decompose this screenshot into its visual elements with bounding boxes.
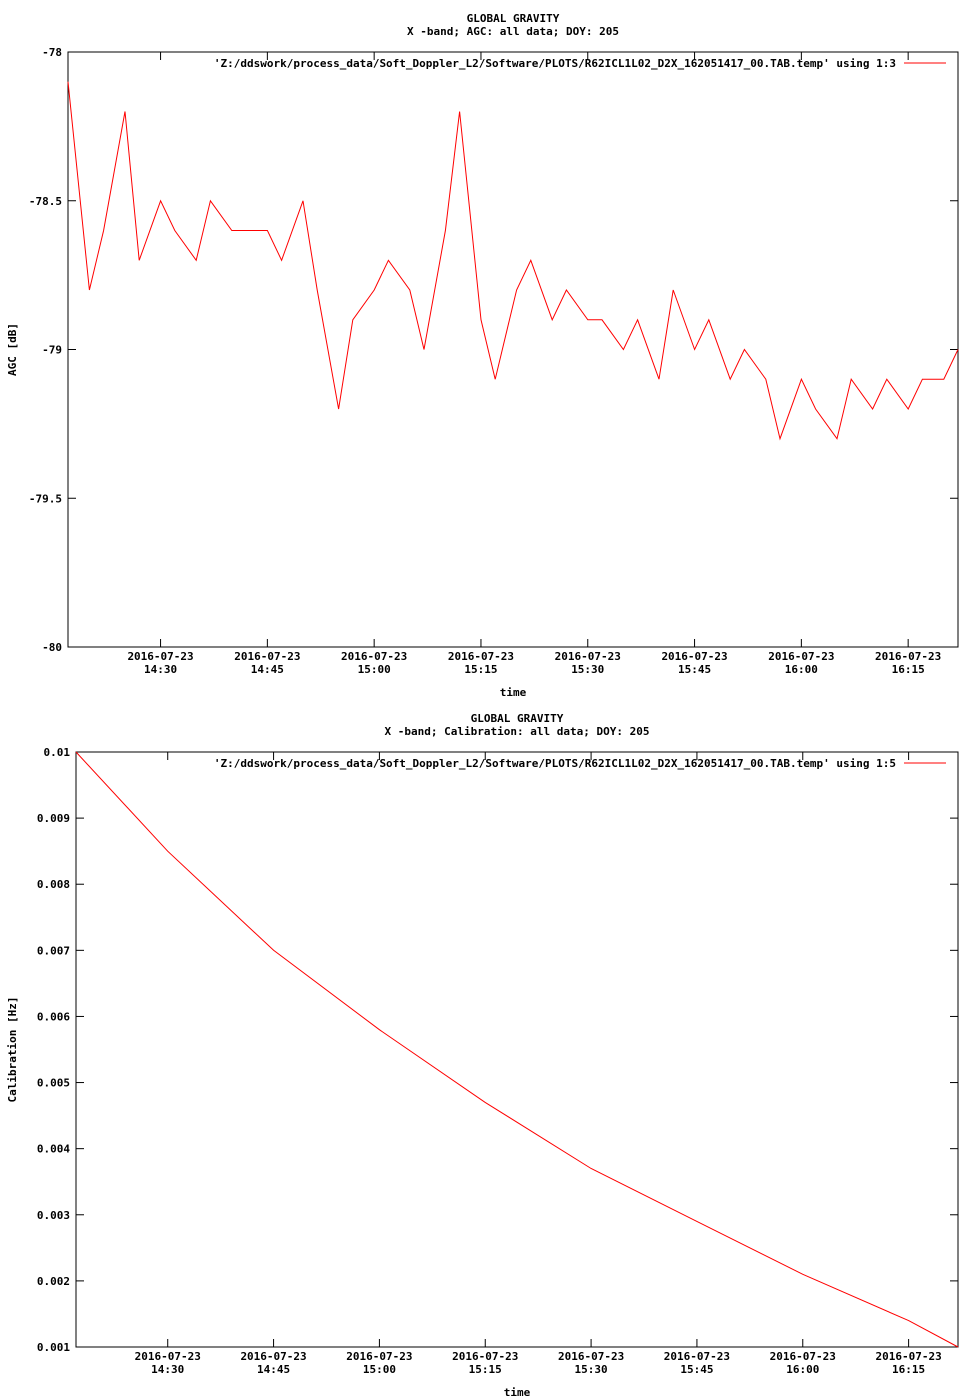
- x-tick-time: 15:00: [358, 663, 391, 676]
- x-tick-date: 2016-07-23: [875, 650, 941, 663]
- y-tick-label: 0.004: [37, 1143, 70, 1156]
- series-line-0: [75, 751, 959, 1348]
- x-tick-time: 16:15: [892, 1363, 925, 1376]
- x-tick-date: 2016-07-23: [234, 650, 300, 663]
- x-axis-label: time: [504, 1386, 531, 1399]
- x-tick-date: 2016-07-23: [661, 650, 727, 663]
- x-tick-date: 2016-07-23: [875, 1350, 941, 1363]
- x-tick-date: 2016-07-23: [127, 650, 193, 663]
- x-tick-time: 14:30: [151, 1363, 184, 1376]
- x-tick-date: 2016-07-23: [768, 650, 834, 663]
- chart-title: GLOBAL GRAVITY: [467, 12, 560, 25]
- y-tick-label: 0.005: [37, 1077, 70, 1090]
- x-tick-time: 14:45: [251, 663, 284, 676]
- y-tick-label: -79.5: [29, 492, 62, 505]
- x-tick-time: 15:15: [464, 663, 497, 676]
- x-tick-date: 2016-07-23: [341, 650, 407, 663]
- x-tick-date: 2016-07-23: [135, 1350, 201, 1363]
- x-tick-time: 15:15: [469, 1363, 502, 1376]
- x-tick-date: 2016-07-23: [448, 650, 514, 663]
- x-tick-date: 2016-07-23: [770, 1350, 836, 1363]
- y-tick-label: 0.009: [37, 812, 70, 825]
- y-tick-label: -79: [42, 344, 62, 357]
- chart-title: GLOBAL GRAVITY: [471, 712, 564, 725]
- x-tick-date: 2016-07-23: [664, 1350, 730, 1363]
- legend-label: 'Z:/ddswork/process_data/Soft_Doppler_L2…: [214, 57, 896, 70]
- y-tick-label: 0.001: [37, 1341, 70, 1354]
- x-tick-time: 15:45: [678, 663, 711, 676]
- x-tick-date: 2016-07-23: [555, 650, 621, 663]
- y-tick-label: 0.006: [37, 1010, 70, 1023]
- x-tick-time: 15:00: [363, 1363, 396, 1376]
- plot-frame: [75, 751, 959, 1348]
- x-tick-time: 14:30: [144, 663, 177, 676]
- y-tick-label: 0.008: [37, 878, 70, 891]
- x-tick-time: 15:30: [575, 1363, 608, 1376]
- chart-subtitle: X -band; AGC: all data; DOY: 205: [407, 25, 619, 38]
- x-tick-time: 16:15: [892, 663, 925, 676]
- y-tick-label: -78.5: [29, 195, 62, 208]
- chart-subtitle: X -band; Calibration: all data; DOY: 205: [385, 725, 650, 738]
- y-tick-label: 0.002: [37, 1275, 70, 1288]
- plot-frame: [67, 51, 959, 648]
- x-tick-date: 2016-07-23: [346, 1350, 412, 1363]
- y-axis-label: AGC [dB]: [6, 323, 19, 376]
- x-tick-time: 16:00: [785, 663, 818, 676]
- x-tick-time: 15:45: [680, 1363, 713, 1376]
- x-tick-date: 2016-07-23: [240, 1350, 306, 1363]
- y-tick-label: 0.01: [44, 746, 71, 759]
- y-tick-label: 0.003: [37, 1209, 70, 1222]
- y-tick-label: -80: [42, 641, 62, 654]
- y-axis-label: Calibration [Hz]: [6, 997, 19, 1103]
- x-tick-time: 14:45: [257, 1363, 290, 1376]
- x-axis-label: time: [500, 686, 527, 699]
- legend-label: 'Z:/ddswork/process_data/Soft_Doppler_L2…: [214, 757, 896, 770]
- y-tick-label: -78: [42, 46, 62, 59]
- y-tick-label: 0.007: [37, 944, 70, 957]
- x-tick-date: 2016-07-23: [452, 1350, 518, 1363]
- x-tick-date: 2016-07-23: [558, 1350, 624, 1363]
- series-line-0: [67, 81, 959, 441]
- x-tick-time: 15:30: [571, 663, 604, 676]
- x-tick-time: 16:00: [786, 1363, 819, 1376]
